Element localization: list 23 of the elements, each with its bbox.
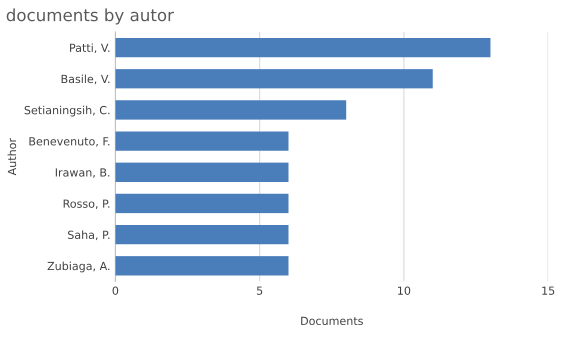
y-tick-label: Rosso, P. [64, 200, 110, 209]
bar [115, 224, 288, 244]
y-tick-label: Saha, P. [68, 230, 110, 240]
x-axis-title: Documents [301, 316, 363, 326]
bar [115, 256, 288, 276]
y-tick-label: Setianingsih, C. [24, 106, 110, 116]
bar [115, 162, 288, 182]
bar [115, 194, 288, 214]
bar [115, 131, 288, 151]
x-tick-label: 15 [542, 286, 554, 295]
bar [115, 38, 490, 58]
x-tick-label: 10 [398, 286, 410, 295]
y-tick-label: Basile, V. [62, 74, 110, 84]
y-tick-label: Zubiaga, A. [48, 262, 110, 272]
y-tick-label: Patti, V. [70, 43, 110, 54]
chart-title: documents by autor [6, 8, 174, 25]
x-tick-label: 5 [256, 286, 262, 295]
bar [115, 100, 346, 120]
y-axis-title: Author [8, 138, 16, 176]
y-tick-label: Irawan, B. [56, 168, 110, 178]
bar [115, 69, 433, 88]
x-tick-label: 0 [112, 286, 118, 295]
y-tick-label: Benevenuto, F. [29, 137, 110, 147]
